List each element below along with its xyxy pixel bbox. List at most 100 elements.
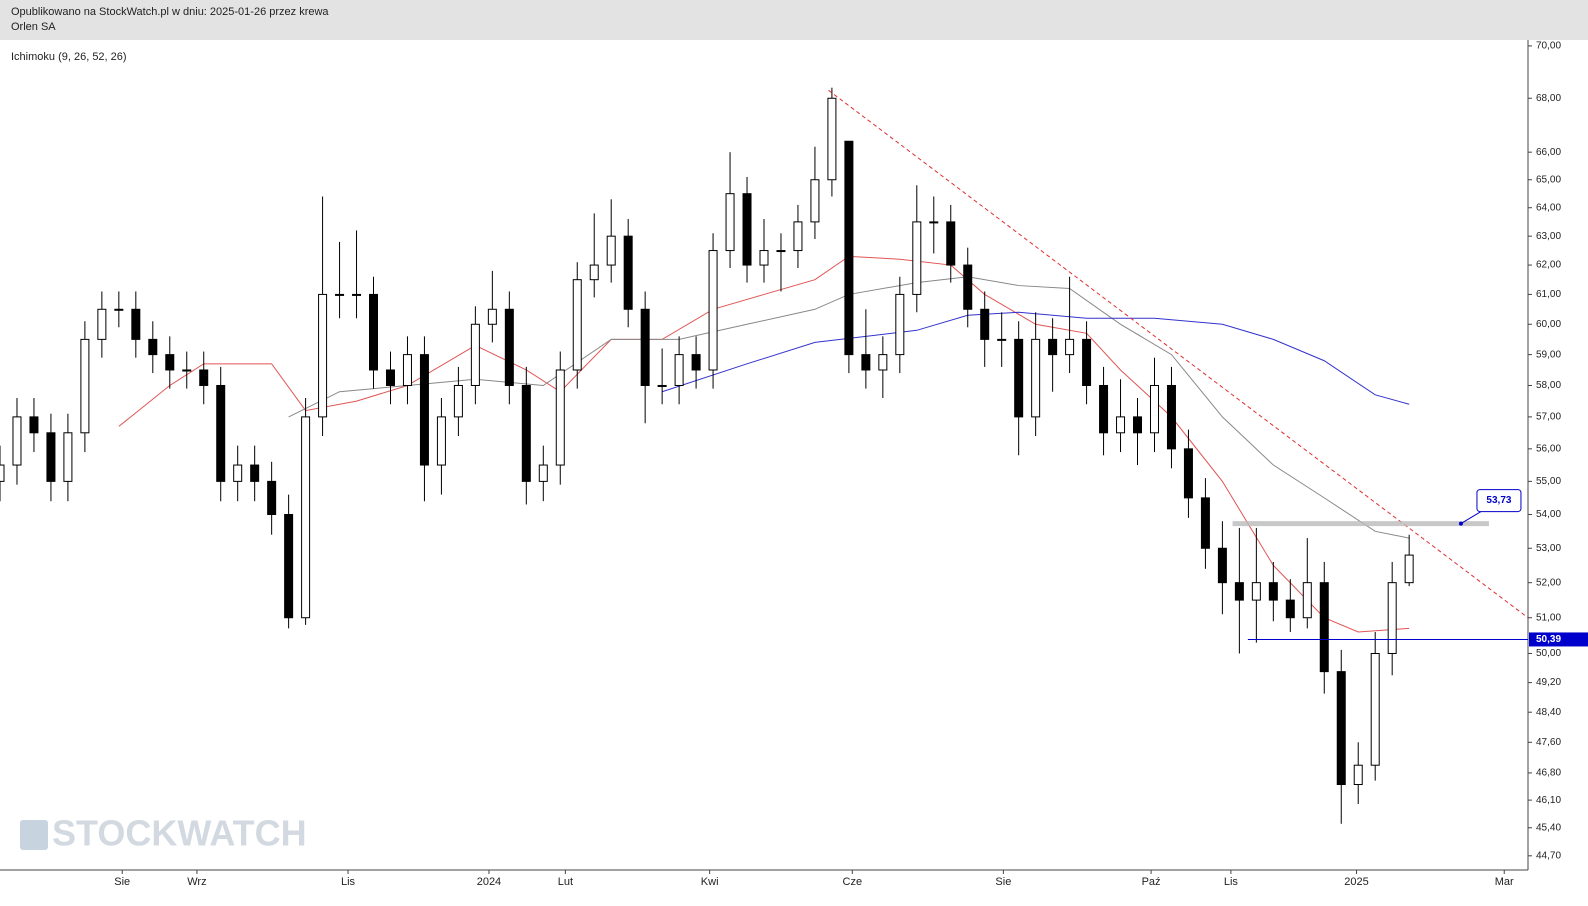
candle-body <box>29 416 39 434</box>
candle-body <box>572 279 582 371</box>
candle-body <box>589 264 599 281</box>
y-tick-label: 46,80 <box>1536 768 1561 779</box>
candle-body <box>742 193 752 266</box>
logo-icon <box>20 820 48 850</box>
candle-body <box>623 235 633 310</box>
x-tick-label: Cze <box>843 876 863 888</box>
candle-body <box>369 293 379 371</box>
candle-body <box>963 264 973 310</box>
y-tick-label: 46,10 <box>1536 795 1561 806</box>
callout-label: 53,73 <box>1486 495 1511 506</box>
price-label-box <box>1529 632 1588 647</box>
x-tick-label: Wrz <box>187 876 206 888</box>
candle-body <box>250 464 260 482</box>
candle-body <box>827 97 837 181</box>
y-tick-label: 68,00 <box>1536 93 1561 104</box>
candle-body <box>284 514 294 619</box>
y-tick-label: 45,40 <box>1536 822 1561 833</box>
y-tick-label: 51,00 <box>1536 612 1561 623</box>
candle-body <box>436 416 446 466</box>
candle-body <box>980 308 990 340</box>
candle-body <box>1387 582 1397 654</box>
candle-body <box>1285 599 1295 619</box>
candle-body <box>538 464 548 482</box>
candle-body <box>657 384 667 387</box>
candle-body <box>385 369 395 386</box>
x-tick-label: Sie <box>114 876 130 888</box>
watermark: STOCKWATCH <box>52 813 307 854</box>
y-tick-label: 48,40 <box>1536 707 1561 718</box>
candle-body <box>946 221 956 266</box>
chart-title: Orlen SA <box>11 21 56 33</box>
y-tick-label: 53,00 <box>1536 543 1561 554</box>
candle-body <box>1404 554 1414 584</box>
trendline <box>828 89 1529 619</box>
candle-body <box>1370 652 1380 766</box>
y-tick-label: 70,00 <box>1536 41 1561 52</box>
candle-body <box>97 308 107 340</box>
candle-body <box>1048 338 1058 356</box>
candle-body <box>1200 497 1210 549</box>
candle-body <box>1183 448 1193 499</box>
candle-body <box>1251 582 1261 601</box>
logo: STOCKWATCH <box>20 813 307 854</box>
candle-body <box>997 338 1007 341</box>
candle-body <box>148 338 158 356</box>
candle-body <box>233 464 243 482</box>
candle-body <box>759 250 769 266</box>
candle-body <box>878 354 888 371</box>
candle-body <box>114 308 124 311</box>
candle-body <box>521 384 531 482</box>
callout-pointer <box>1460 511 1482 524</box>
candle-body <box>199 369 209 386</box>
candle-body <box>12 416 22 466</box>
candle-body <box>691 354 701 371</box>
candle-body <box>470 323 480 386</box>
y-tick-label: 65,00 <box>1536 174 1561 185</box>
y-tick-label: 60,00 <box>1536 319 1561 330</box>
y-tick-label: 49,20 <box>1536 677 1561 688</box>
x-tick-label: Lut <box>558 876 573 888</box>
candle-body <box>46 432 56 482</box>
candle-body <box>1065 338 1075 356</box>
candle-body <box>810 179 820 223</box>
candle-body <box>912 221 922 295</box>
y-tick-label: 57,00 <box>1536 412 1561 423</box>
y-tick-label: 56,00 <box>1536 443 1561 454</box>
y-tick-label: 44,70 <box>1536 850 1561 861</box>
candle-body <box>318 293 328 418</box>
candle-body <box>419 354 429 466</box>
candle-body <box>1336 671 1346 786</box>
y-tick-label: 66,00 <box>1536 147 1561 158</box>
candle-body <box>1268 582 1278 601</box>
candle-body <box>1319 582 1329 673</box>
candle-body <box>793 221 803 252</box>
candle-body <box>725 193 735 252</box>
y-tick-label: 58,00 <box>1536 380 1561 391</box>
x-tick-label: Paź <box>1142 876 1161 888</box>
candle-body <box>301 416 311 619</box>
candle-body <box>708 250 718 371</box>
indicator-label: Ichimoku (9, 26, 52, 26) <box>11 51 127 63</box>
candle-body <box>640 308 650 386</box>
candle-body <box>1014 338 1024 418</box>
x-tick-label: Mar <box>1495 876 1514 888</box>
candle-body <box>555 369 565 466</box>
published-note: Opublikowano na StockWatch.pl w dniu: 20… <box>11 6 329 18</box>
candle-body <box>335 293 345 296</box>
candle-body <box>352 293 362 296</box>
candle-body <box>606 235 616 266</box>
candle-body <box>402 354 412 386</box>
candle-body <box>80 338 90 434</box>
candle-body <box>0 464 5 482</box>
y-tick-label: 64,00 <box>1536 202 1561 213</box>
candle-body <box>1149 384 1159 434</box>
candle-body <box>776 250 786 253</box>
x-tick-label: Lis <box>341 876 356 888</box>
candle-body <box>1234 582 1244 601</box>
candle-body <box>674 354 684 386</box>
x-tick-label: 2024 <box>477 876 501 888</box>
candle-body <box>1133 416 1143 434</box>
candle-body <box>216 384 226 482</box>
